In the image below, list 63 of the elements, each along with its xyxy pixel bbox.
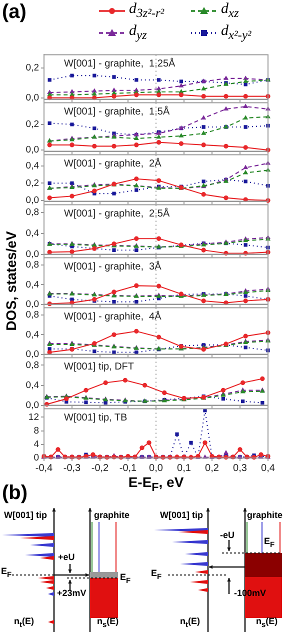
y-tick-label: 0,8	[26, 360, 39, 371]
text: -eU	[220, 530, 235, 540]
x-tick-label: -0,2	[91, 462, 110, 474]
x-tick-label: 0,4	[261, 462, 276, 474]
x-tick-label: 0,2	[205, 462, 220, 474]
y-tick-label: 12	[28, 412, 39, 423]
y-tick-label: 0,0	[26, 248, 39, 260]
y-tick-label: 0,0	[26, 400, 39, 411]
y-tick-label: 0,4	[26, 228, 39, 240]
annotation: W[001] - graphite, 2.5Å	[64, 207, 170, 220]
text: +23mV	[57, 588, 86, 598]
y-axis-title: DOS, states/eV	[3, 231, 19, 331]
y-tick-label: 8	[34, 425, 39, 436]
y-tick-label: 0,2	[26, 62, 39, 74]
text: (b)	[2, 482, 28, 505]
text: n$_{t}$(E)	[14, 616, 34, 629]
chart-title: (a)	[2, 1, 26, 24]
annotation: W[001] tip, DFT	[64, 361, 134, 372]
x-axis-title: E-E$_{F}$, eV	[127, 474, 185, 494]
legend-label: d$_{yz}$	[129, 22, 147, 44]
text: graphite	[94, 510, 130, 520]
text: graphite	[247, 510, 283, 520]
text: n$_{s}$(E)	[97, 616, 119, 629]
y-tick-label: 4	[34, 439, 39, 450]
x-tick-label: -0,4	[35, 462, 54, 474]
y-tick-label: 0,8	[26, 207, 39, 218]
text: n$_{t}$(E)	[180, 616, 200, 629]
text: W[001] tip	[4, 510, 48, 520]
text: n$_{s}$(E)	[256, 616, 278, 629]
y-tick-label: 0,4	[26, 279, 39, 290]
x-tick-label: 0,0	[149, 462, 164, 474]
y-tick-label: 0,0	[26, 195, 39, 206]
y-tick-label: 0,4	[26, 380, 39, 391]
y-tick-label: 0,2	[26, 119, 39, 130]
legend-label: d$_{x²-y²}$	[221, 22, 252, 44]
y-tick-label: 0,4	[26, 160, 39, 172]
y-tick-label: 0,0	[26, 92, 39, 104]
y-tick-label: 0,0	[26, 298, 39, 310]
text: E$_{F}$	[151, 568, 162, 581]
y-tick-label: 0,4	[26, 329, 39, 340]
y-tick-label: 0,8	[26, 260, 39, 271]
x-tick-label: -0,1	[119, 462, 138, 474]
annotation: W[001] - graphite, 2Å	[64, 157, 162, 170]
annotation: W[001] tip, TB	[64, 412, 128, 424]
text: E$_{F}$	[264, 536, 275, 549]
annotation: W[001] - graphite, 3Å	[64, 260, 162, 272]
y-tick-label: 0,0	[26, 144, 39, 156]
annotation: W[001] - graphite, 4Å	[64, 310, 162, 322]
x-tick-label: 0,3	[233, 462, 248, 474]
y-tick-label: 0	[34, 452, 39, 464]
text: E$_{F}$	[1, 566, 12, 579]
legend-label: d$_{3z²-r²}$	[129, 0, 164, 22]
annotation: W[001] - graphite, 1.25Å	[64, 57, 176, 70]
y-tick-label: 0,2	[26, 178, 39, 189]
text: W[001] tip	[160, 510, 204, 520]
text: E$_{F}$	[120, 572, 131, 585]
y-tick-label: 0,0	[26, 348, 39, 360]
text: +eU	[58, 552, 75, 562]
y-tick-label: 0,8	[26, 310, 39, 321]
legend-label: d$_{xz}$	[221, 0, 239, 22]
x-tick-label: -0,3	[63, 462, 82, 474]
annotation: W[001] - graphite, 1.5Å	[64, 105, 170, 118]
x-tick-label: 0,1	[177, 462, 192, 474]
